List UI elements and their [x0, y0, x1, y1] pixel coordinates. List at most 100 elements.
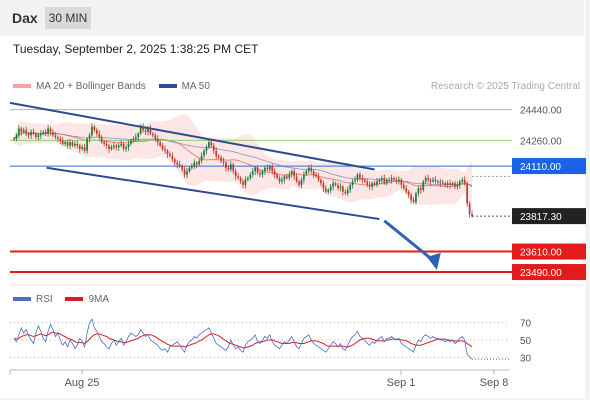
candle-body	[25, 130, 28, 134]
candle	[259, 169, 261, 178]
forecast-arrow-shaft	[383, 219, 435, 263]
ma20-legend-label: MA 20 + Bollinger Bands	[36, 81, 146, 92]
candle	[317, 172, 320, 183]
candle	[188, 166, 191, 173]
candle	[368, 181, 371, 190]
candle	[366, 178, 369, 188]
candle-body	[117, 145, 120, 148]
candle-body	[15, 135, 18, 139]
candle	[456, 181, 459, 190]
candle	[144, 128, 147, 135]
candle-body	[422, 181, 425, 190]
candle	[305, 169, 308, 177]
candle-body	[225, 162, 227, 168]
candle-body	[439, 181, 442, 184]
candle-body	[127, 143, 130, 148]
rsi-tick-label: 50	[520, 336, 532, 347]
rsi-swatch	[13, 297, 31, 302]
candle-body	[18, 128, 20, 136]
candle	[273, 167, 276, 179]
candle-body	[359, 174, 361, 179]
candle	[276, 172, 278, 180]
candle	[15, 132, 18, 142]
candle	[346, 186, 349, 196]
candle	[351, 178, 354, 189]
candle	[359, 172, 361, 182]
candle-body	[449, 183, 451, 185]
candle	[27, 131, 30, 139]
candle	[81, 144, 84, 151]
forecast-arrow-head	[426, 252, 441, 270]
candle	[227, 165, 230, 172]
candle-body	[247, 178, 249, 180]
candle	[88, 132, 91, 143]
candle	[200, 152, 203, 164]
candle	[444, 181, 447, 188]
candle	[349, 183, 352, 194]
candle-body	[417, 188, 420, 194]
candle-body	[203, 150, 205, 156]
candle	[441, 179, 444, 185]
x-tick-label: Aug 25	[65, 377, 100, 389]
candle	[30, 129, 32, 140]
candle-body	[198, 160, 201, 165]
candle	[334, 181, 337, 187]
candle	[22, 127, 25, 134]
candle	[229, 160, 232, 172]
candle-body	[188, 167, 191, 172]
candle-body	[320, 179, 322, 184]
candle	[356, 172, 359, 183]
candle-body	[249, 174, 252, 179]
candle	[132, 136, 135, 143]
candle	[105, 140, 108, 149]
candle-body	[378, 179, 381, 182]
candle-body	[193, 162, 196, 167]
candle-body	[229, 164, 232, 170]
timeframe-button[interactable]: 30 MIN	[45, 7, 91, 29]
candle-body	[161, 145, 164, 149]
candle-body	[458, 181, 461, 185]
candle	[266, 164, 269, 172]
candle	[268, 164, 271, 172]
candle-body	[91, 126, 93, 136]
candle	[210, 140, 213, 148]
candle	[363, 178, 366, 184]
candle	[181, 164, 183, 172]
candle-body	[61, 140, 64, 144]
candle	[373, 180, 376, 187]
level-label: 24440.00	[520, 106, 562, 117]
candle-body	[434, 179, 437, 182]
candle	[190, 163, 193, 171]
candle-body	[356, 174, 359, 180]
candle	[251, 167, 254, 178]
candle	[471, 210, 473, 218]
candle	[39, 130, 42, 140]
candle	[169, 151, 171, 158]
candle-body	[139, 126, 142, 134]
candle-body	[93, 126, 96, 131]
candle-body	[339, 186, 342, 189]
candle	[20, 126, 23, 136]
candle	[239, 176, 242, 184]
candle-body	[47, 128, 49, 134]
candle	[393, 176, 395, 182]
candle-body	[283, 176, 286, 180]
candle-body	[461, 179, 464, 182]
candle	[195, 160, 198, 169]
channel-lower-line	[46, 166, 380, 221]
candle	[161, 143, 164, 152]
candle	[312, 169, 315, 179]
candle-body	[256, 167, 259, 173]
channel-upper-line	[9, 101, 375, 171]
candle-body	[59, 138, 62, 141]
candle-body	[371, 183, 373, 187]
candle	[324, 184, 327, 194]
candle-body	[415, 193, 417, 202]
candle-body	[405, 188, 408, 192]
candle	[91, 123, 93, 138]
candle-body	[64, 142, 67, 144]
candle	[176, 160, 179, 169]
candle	[278, 175, 281, 184]
candle-body	[264, 167, 266, 172]
candle-body	[215, 150, 218, 156]
